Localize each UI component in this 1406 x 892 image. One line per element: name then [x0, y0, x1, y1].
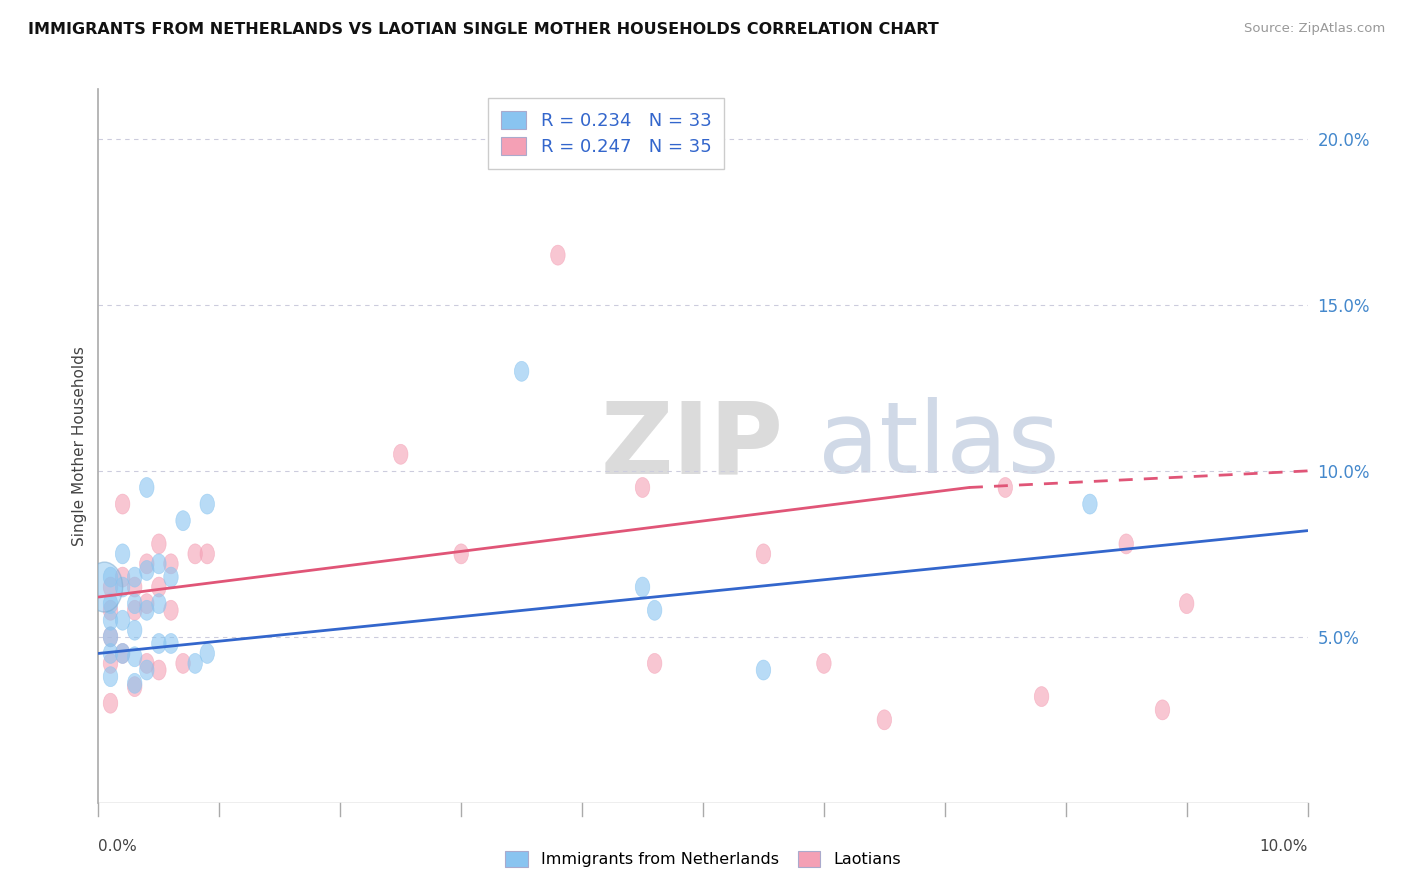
- Ellipse shape: [515, 361, 529, 381]
- Ellipse shape: [163, 567, 179, 587]
- Ellipse shape: [103, 594, 118, 614]
- Ellipse shape: [139, 660, 155, 680]
- Ellipse shape: [1119, 534, 1133, 554]
- Ellipse shape: [103, 627, 118, 647]
- Ellipse shape: [152, 633, 166, 654]
- Ellipse shape: [139, 594, 155, 614]
- Ellipse shape: [103, 600, 118, 620]
- Ellipse shape: [200, 494, 215, 514]
- Text: Source: ZipAtlas.com: Source: ZipAtlas.com: [1244, 22, 1385, 36]
- Ellipse shape: [152, 554, 166, 574]
- Ellipse shape: [115, 610, 129, 631]
- Ellipse shape: [636, 477, 650, 498]
- Ellipse shape: [817, 654, 831, 673]
- Ellipse shape: [86, 562, 122, 612]
- Y-axis label: Single Mother Households: Single Mother Households: [72, 346, 87, 546]
- Text: IMMIGRANTS FROM NETHERLANDS VS LAOTIAN SINGLE MOTHER HOUSEHOLDS CORRELATION CHAR: IMMIGRANTS FROM NETHERLANDS VS LAOTIAN S…: [28, 22, 939, 37]
- Ellipse shape: [152, 594, 166, 614]
- Ellipse shape: [128, 600, 142, 620]
- Ellipse shape: [128, 567, 142, 587]
- Legend: Immigrants from Netherlands, Laotians: Immigrants from Netherlands, Laotians: [498, 843, 908, 875]
- Ellipse shape: [200, 544, 215, 564]
- Ellipse shape: [103, 654, 118, 673]
- Ellipse shape: [115, 643, 129, 664]
- Text: atlas: atlas: [818, 398, 1060, 494]
- Legend: R = 0.234   N = 33, R = 0.247   N = 35: R = 0.234 N = 33, R = 0.247 N = 35: [488, 98, 724, 169]
- Ellipse shape: [636, 577, 650, 597]
- Text: 0.0%: 0.0%: [98, 839, 138, 855]
- Ellipse shape: [1035, 687, 1049, 706]
- Ellipse shape: [128, 673, 142, 693]
- Ellipse shape: [139, 560, 155, 581]
- Ellipse shape: [139, 654, 155, 673]
- Ellipse shape: [128, 677, 142, 697]
- Ellipse shape: [877, 710, 891, 730]
- Ellipse shape: [115, 643, 129, 664]
- Ellipse shape: [103, 610, 118, 631]
- Ellipse shape: [139, 477, 155, 498]
- Ellipse shape: [998, 477, 1012, 498]
- Ellipse shape: [115, 544, 129, 564]
- Ellipse shape: [551, 245, 565, 265]
- Ellipse shape: [128, 647, 142, 666]
- Text: ZIP: ZIP: [600, 398, 783, 494]
- Ellipse shape: [176, 511, 190, 531]
- Ellipse shape: [115, 577, 129, 597]
- Ellipse shape: [647, 654, 662, 673]
- Ellipse shape: [152, 577, 166, 597]
- Ellipse shape: [103, 643, 118, 664]
- Ellipse shape: [756, 660, 770, 680]
- Ellipse shape: [1156, 700, 1170, 720]
- Ellipse shape: [103, 567, 118, 587]
- Ellipse shape: [128, 577, 142, 597]
- Ellipse shape: [647, 600, 662, 620]
- Ellipse shape: [454, 544, 468, 564]
- Text: 10.0%: 10.0%: [1260, 839, 1308, 855]
- Ellipse shape: [1180, 594, 1194, 614]
- Text: ZIP: ZIP: [600, 398, 783, 494]
- Ellipse shape: [115, 567, 129, 587]
- Ellipse shape: [139, 554, 155, 574]
- Ellipse shape: [756, 544, 770, 564]
- Ellipse shape: [188, 654, 202, 673]
- Ellipse shape: [128, 620, 142, 640]
- Ellipse shape: [103, 693, 118, 714]
- Ellipse shape: [163, 554, 179, 574]
- Ellipse shape: [176, 654, 190, 673]
- Ellipse shape: [188, 544, 202, 564]
- Ellipse shape: [103, 666, 118, 687]
- Ellipse shape: [103, 627, 118, 647]
- Ellipse shape: [139, 600, 155, 620]
- Ellipse shape: [152, 660, 166, 680]
- Ellipse shape: [128, 594, 142, 614]
- Ellipse shape: [394, 444, 408, 465]
- Ellipse shape: [152, 534, 166, 554]
- Ellipse shape: [163, 633, 179, 654]
- Ellipse shape: [1083, 494, 1097, 514]
- Ellipse shape: [200, 643, 215, 664]
- Ellipse shape: [163, 600, 179, 620]
- Ellipse shape: [115, 494, 129, 514]
- Ellipse shape: [103, 577, 118, 597]
